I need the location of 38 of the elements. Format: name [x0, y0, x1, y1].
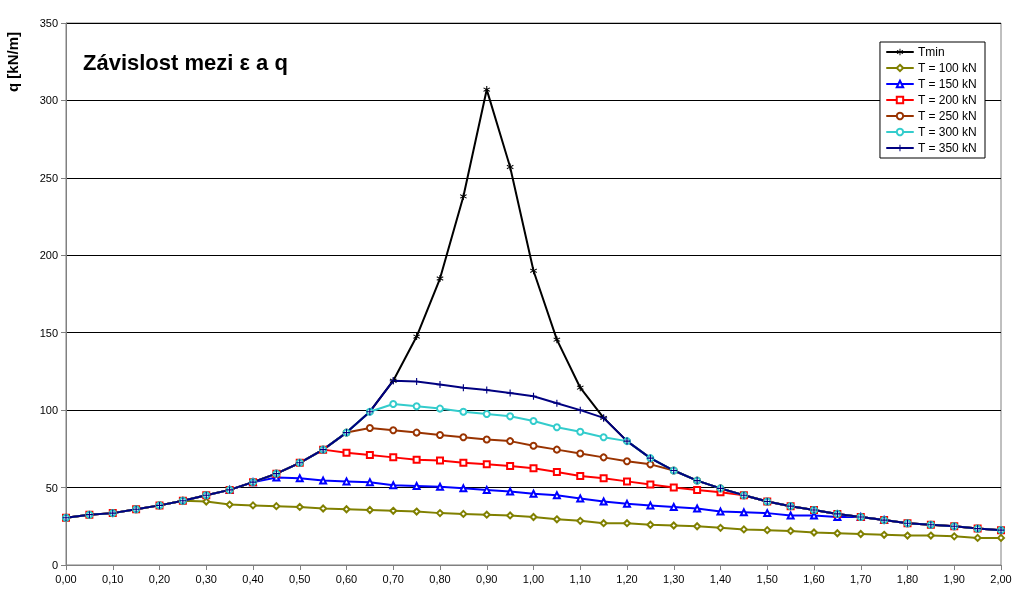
x-tick-label: 0,80: [429, 572, 451, 585]
y-tick-label: 250: [39, 171, 58, 184]
x-tick-label: 1,80: [896, 572, 919, 585]
legend-label: T = 150 kN: [917, 77, 977, 91]
x-tick-label: 0,20: [148, 572, 171, 585]
x-tick-label: 1,60: [803, 572, 825, 585]
legend-label: Tmin: [917, 45, 945, 59]
legend-label: T = 100 kN: [917, 61, 977, 75]
x-tick-label: 0,60: [335, 572, 358, 585]
x-tick-label: 0,10: [102, 572, 124, 585]
x-tick-label: 1,50: [756, 572, 778, 585]
x-tick-label: 0,70: [382, 572, 404, 585]
x-tick-label: 0,50: [289, 572, 311, 585]
x-tick-label: 0,90: [476, 572, 498, 585]
text: Závislost mezi ε a q: [83, 49, 288, 75]
y-tick-label: 150: [39, 326, 58, 339]
y-tick-label: 50: [45, 481, 58, 494]
y-tick-label: 0: [51, 559, 58, 571]
y-axis-title: q [kN/m]: [3, 32, 21, 92]
x-tick-label: 1,40: [709, 572, 732, 585]
y-tick-label: 200: [39, 249, 58, 262]
x-tick-label: 1,10: [569, 572, 591, 585]
x-tick-label: 1,90: [943, 572, 965, 585]
legend-label: T = 200 kN: [917, 93, 977, 107]
x-tick-label: 0,00: [55, 572, 77, 585]
x-tick-label: 1,30: [663, 572, 685, 585]
x-tick-label: 1,70: [850, 572, 872, 585]
x-tick-label: 0,30: [195, 572, 217, 585]
y-tick-label: 350: [39, 17, 58, 29]
y-tick-label: 100: [39, 404, 58, 417]
legend-label: T = 300 kN: [917, 125, 977, 139]
x-tick-label: 1,20: [616, 572, 638, 585]
x-tick-label: 1,00: [522, 572, 545, 585]
x-tick-label: 0,40: [242, 572, 264, 585]
x-tick-label: 2,00: [990, 572, 1012, 585]
legend-label: T = 350 kN: [917, 141, 977, 155]
legend-label: T = 250 kN: [917, 109, 977, 123]
y-tick-label: 300: [39, 94, 58, 107]
